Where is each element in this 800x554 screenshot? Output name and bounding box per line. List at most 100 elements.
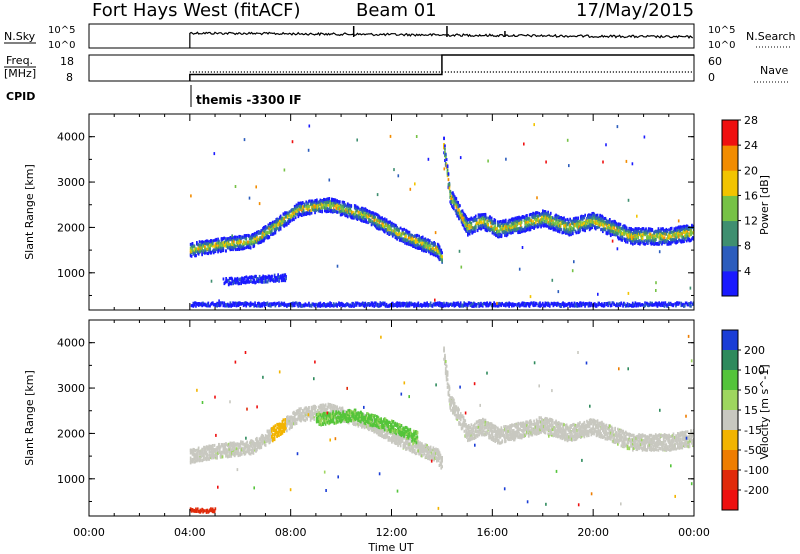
echo-cell bbox=[388, 227, 390, 231]
echo-cell bbox=[414, 303, 417, 307]
echo-cell bbox=[189, 461, 192, 465]
echo-cell bbox=[210, 447, 212, 451]
echo-cell bbox=[505, 231, 508, 235]
echo-cell bbox=[595, 217, 598, 221]
echo-cell bbox=[680, 228, 683, 231]
echo-cell bbox=[463, 220, 466, 224]
echo-cell bbox=[211, 240, 214, 243]
echo-cell bbox=[206, 454, 209, 458]
echo-cell bbox=[270, 230, 272, 234]
echo-cell bbox=[592, 211, 594, 215]
echo-cell bbox=[533, 212, 535, 216]
echo-cell bbox=[436, 249, 438, 252]
echo-cell bbox=[486, 224, 489, 228]
echo-cell bbox=[262, 231, 264, 235]
echo-cell bbox=[640, 238, 643, 242]
echo-cell bbox=[310, 201, 313, 205]
echo-cell bbox=[257, 241, 260, 245]
echo-cell bbox=[303, 212, 306, 216]
echo-cell bbox=[240, 302, 242, 306]
echo-cell bbox=[543, 212, 546, 215]
echo-cell bbox=[662, 234, 664, 238]
echo-cell bbox=[358, 210, 361, 214]
echo-cell bbox=[281, 216, 284, 220]
echo-cell bbox=[459, 213, 462, 217]
echo-cell bbox=[660, 302, 662, 306]
echo-cell bbox=[467, 218, 469, 222]
echo-cell bbox=[684, 236, 686, 240]
echo-cell bbox=[469, 230, 472, 234]
echo-cell bbox=[440, 302, 443, 306]
echo-cell bbox=[250, 242, 253, 246]
echo-cell bbox=[675, 304, 677, 308]
echo-cell bbox=[194, 460, 196, 464]
echo-cell bbox=[259, 241, 262, 244]
echo-cell bbox=[452, 206, 454, 209]
echo-cell bbox=[568, 233, 571, 237]
echo-cell bbox=[404, 232, 406, 236]
echo-cell bbox=[503, 222, 505, 226]
echo-cell bbox=[283, 301, 286, 305]
echo-cell bbox=[559, 222, 562, 226]
echo-cell bbox=[551, 216, 554, 220]
echo-cell bbox=[416, 240, 419, 244]
echo-cell bbox=[295, 301, 298, 305]
echo-cell bbox=[631, 240, 633, 244]
echo-cell bbox=[274, 220, 277, 224]
echo-cell bbox=[425, 250, 428, 253]
echo-cell bbox=[461, 223, 464, 227]
echo-cell bbox=[364, 209, 367, 213]
echo-cell bbox=[480, 224, 482, 227]
echo-cell bbox=[557, 227, 559, 231]
echo-cell bbox=[467, 229, 470, 233]
echo-cell bbox=[601, 304, 603, 308]
echo-cell bbox=[282, 276, 285, 280]
echo-cell bbox=[278, 278, 280, 282]
echo-cell bbox=[324, 209, 327, 213]
echo-cell bbox=[409, 235, 412, 239]
echo-cell bbox=[615, 221, 617, 225]
echo-cell bbox=[202, 448, 204, 452]
echo-cell bbox=[669, 303, 672, 307]
echo-cell bbox=[211, 249, 214, 253]
echo-cell bbox=[226, 241, 228, 245]
echo-cell bbox=[586, 219, 588, 223]
echo-cell bbox=[376, 226, 379, 230]
echo-cell bbox=[555, 225, 557, 229]
echo-cell bbox=[425, 248, 428, 252]
echo-cell bbox=[427, 241, 429, 245]
echo-cell bbox=[366, 214, 368, 218]
echo-cell bbox=[676, 301, 678, 305]
echo-cell bbox=[502, 223, 504, 227]
echo-cell bbox=[622, 225, 624, 229]
echo-cell bbox=[630, 230, 632, 234]
echo-cell bbox=[556, 218, 558, 222]
echo-cell bbox=[468, 232, 471, 236]
echo-cell bbox=[617, 232, 619, 236]
echo-cell bbox=[537, 217, 540, 221]
echo-cell bbox=[525, 214, 527, 218]
echo-cell bbox=[446, 174, 449, 178]
echo-cell bbox=[497, 224, 499, 228]
echo-cell bbox=[210, 453, 212, 457]
echo-cell bbox=[386, 228, 389, 232]
echo-cell bbox=[617, 226, 619, 230]
echo-cell bbox=[429, 301, 432, 305]
echo-cell bbox=[666, 230, 669, 234]
echo-cell bbox=[516, 304, 518, 308]
echo-cell bbox=[646, 239, 648, 243]
echo-cell bbox=[595, 215, 598, 219]
echo-cell bbox=[548, 224, 550, 228]
echo-cell bbox=[675, 236, 677, 240]
echo-cell bbox=[335, 200, 338, 204]
echo-cell bbox=[467, 233, 469, 237]
echo-cell bbox=[563, 226, 565, 230]
echo-cell bbox=[251, 233, 254, 236]
echo-cell bbox=[331, 203, 334, 207]
noise-cell bbox=[533, 123, 535, 127]
echo-cell bbox=[686, 232, 689, 236]
echo-cell bbox=[409, 302, 412, 306]
echo-cell bbox=[639, 232, 642, 236]
echo-cell bbox=[467, 232, 469, 235]
